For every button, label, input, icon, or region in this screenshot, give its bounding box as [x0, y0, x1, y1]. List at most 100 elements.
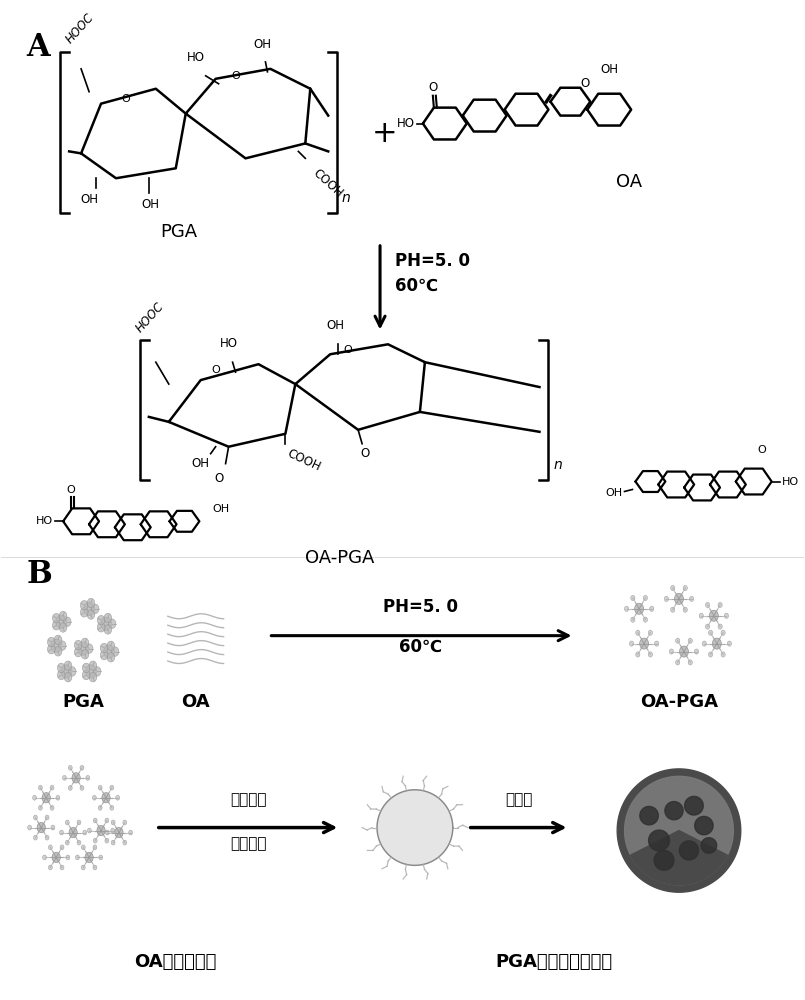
Text: O: O: [361, 447, 369, 460]
Circle shape: [664, 596, 668, 601]
Polygon shape: [625, 776, 733, 885]
Circle shape: [77, 820, 81, 825]
Circle shape: [631, 617, 635, 622]
Text: OH: OH: [326, 319, 345, 332]
Circle shape: [66, 855, 70, 860]
Text: PGA: PGA: [160, 223, 197, 241]
Text: OH: OH: [142, 198, 160, 211]
Circle shape: [82, 663, 90, 673]
Text: O: O: [580, 77, 589, 90]
Text: 碳酸氢钓: 碳酸氢钓: [230, 837, 266, 852]
Text: COOH: COOH: [286, 447, 323, 474]
Circle shape: [84, 602, 94, 615]
Circle shape: [57, 663, 65, 673]
Text: OH: OH: [601, 63, 618, 76]
Text: 60℃: 60℃: [395, 277, 438, 295]
Circle shape: [688, 660, 692, 665]
Circle shape: [82, 670, 90, 680]
Circle shape: [68, 786, 72, 790]
Circle shape: [102, 793, 110, 803]
Circle shape: [80, 765, 84, 770]
Circle shape: [123, 820, 126, 825]
Circle shape: [708, 630, 712, 635]
Circle shape: [634, 603, 643, 614]
Circle shape: [47, 637, 56, 647]
Circle shape: [643, 595, 647, 601]
Circle shape: [93, 838, 97, 843]
Circle shape: [50, 785, 54, 790]
Circle shape: [78, 642, 89, 655]
Text: n: n: [342, 191, 350, 205]
Text: O: O: [214, 472, 223, 485]
Text: 60℃: 60℃: [399, 638, 443, 656]
Text: HOOC: HOOC: [133, 300, 167, 335]
Circle shape: [643, 617, 647, 622]
Circle shape: [54, 647, 62, 656]
Text: O: O: [428, 81, 437, 94]
Circle shape: [98, 805, 102, 810]
Circle shape: [669, 649, 674, 654]
Circle shape: [683, 607, 687, 612]
Circle shape: [101, 643, 108, 653]
Circle shape: [89, 672, 97, 682]
Circle shape: [81, 650, 89, 659]
Circle shape: [671, 585, 675, 591]
Circle shape: [101, 650, 108, 660]
Circle shape: [675, 593, 683, 604]
Circle shape: [87, 610, 95, 619]
Circle shape: [700, 613, 704, 618]
Circle shape: [52, 613, 60, 623]
Circle shape: [39, 785, 43, 790]
Text: 自组装: 自组装: [505, 792, 532, 807]
Circle shape: [68, 667, 76, 676]
Circle shape: [721, 652, 725, 657]
Polygon shape: [630, 831, 728, 885]
Circle shape: [110, 785, 114, 790]
Text: COOH: COOH: [310, 166, 345, 200]
Circle shape: [695, 649, 699, 654]
Circle shape: [60, 611, 67, 621]
Circle shape: [45, 815, 49, 820]
Text: OA-PGA: OA-PGA: [640, 693, 718, 711]
Circle shape: [107, 653, 114, 662]
Circle shape: [104, 625, 112, 634]
Circle shape: [636, 652, 640, 657]
Circle shape: [60, 623, 67, 632]
Circle shape: [105, 838, 109, 843]
Circle shape: [60, 865, 64, 870]
Circle shape: [80, 608, 88, 617]
Circle shape: [702, 641, 706, 646]
Circle shape: [85, 644, 93, 653]
Text: PGA: PGA: [62, 693, 104, 711]
Text: OH: OH: [213, 504, 229, 514]
Circle shape: [104, 645, 114, 658]
Text: OH: OH: [605, 488, 622, 498]
Polygon shape: [650, 832, 667, 849]
Circle shape: [97, 825, 105, 836]
Circle shape: [50, 805, 54, 810]
Circle shape: [74, 640, 82, 650]
Circle shape: [60, 830, 64, 835]
Circle shape: [104, 613, 112, 623]
Circle shape: [708, 652, 712, 657]
Circle shape: [631, 595, 635, 601]
Text: B: B: [27, 559, 52, 590]
Circle shape: [34, 815, 37, 820]
Circle shape: [77, 840, 81, 845]
Circle shape: [724, 613, 729, 618]
Text: OA: OA: [181, 693, 210, 711]
Circle shape: [712, 638, 721, 649]
Circle shape: [705, 602, 710, 608]
Circle shape: [33, 795, 36, 800]
Circle shape: [68, 765, 72, 770]
Circle shape: [59, 641, 66, 650]
Circle shape: [47, 644, 56, 654]
Circle shape: [27, 825, 31, 830]
Circle shape: [101, 617, 111, 630]
Circle shape: [709, 610, 718, 621]
Circle shape: [52, 621, 60, 630]
Circle shape: [87, 598, 95, 608]
Circle shape: [64, 661, 72, 670]
Circle shape: [688, 638, 692, 643]
Circle shape: [63, 775, 66, 780]
